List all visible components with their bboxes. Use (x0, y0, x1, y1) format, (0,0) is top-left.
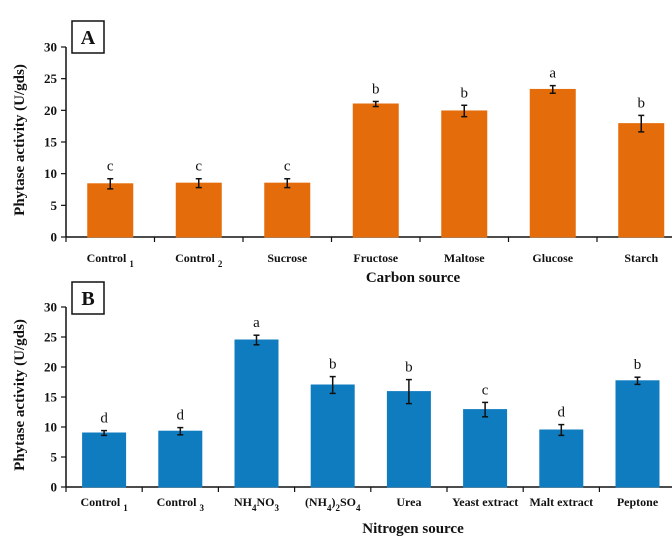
category-label: Fructose (353, 251, 398, 265)
chart-panel-a: A 0 5 10 15 20 25 30 c Control 1 c Control 2 c Sucros… (12, 21, 672, 286)
chart-panel-b: B 0 5 10 15 20 25 30 d Control 1 d Control 3 a NH4NO3… (12, 282, 672, 537)
category-label: Starch (624, 251, 658, 265)
significance-letter: c (284, 159, 291, 175)
x-axis-title: Carbon source (366, 270, 461, 286)
significance-letter: b (329, 357, 337, 373)
significance-letter: d (558, 405, 566, 421)
y-tick-label: 20 (44, 360, 57, 375)
y-axis-title: Phytase activity (U/gds) (12, 319, 28, 471)
bar (619, 124, 664, 237)
bar (159, 431, 202, 487)
bar (387, 392, 430, 487)
significance-letter: d (177, 408, 185, 424)
significance-letter: a (549, 66, 556, 82)
bar (442, 111, 487, 237)
bar (530, 89, 575, 237)
category-label: (NH4)2SO4 (305, 495, 361, 513)
y-tick-label: 15 (44, 390, 58, 405)
x-axis-title: Nitrogen source (362, 521, 464, 537)
significance-letter: c (107, 159, 114, 175)
y-tick-label: 30 (44, 300, 57, 315)
category-label: Maltose (444, 251, 485, 265)
panel-label: A (81, 27, 96, 49)
bar (311, 385, 354, 487)
significance-letter: a (253, 315, 260, 331)
significance-letter: c (482, 382, 489, 398)
significance-letter: b (634, 357, 642, 373)
y-tick-label: 5 (51, 198, 58, 213)
bar (265, 183, 310, 237)
category-label: Control 3 (157, 495, 205, 513)
bar (235, 340, 278, 487)
category-label: Control 1 (87, 251, 135, 269)
bar (616, 381, 659, 487)
y-tick-label: 10 (44, 420, 57, 435)
category-label: Sucrose (267, 251, 307, 265)
y-tick-label: 10 (44, 166, 57, 181)
bar (176, 183, 221, 237)
category-label: Peptone (617, 495, 659, 509)
category-label: NH4NO3 (234, 495, 280, 513)
category-label: Malt extract (529, 495, 593, 509)
y-tick-label: 15 (44, 135, 58, 150)
significance-letter: c (195, 159, 202, 175)
bar (83, 433, 126, 487)
panel-label: B (81, 288, 94, 310)
significance-letter: b (372, 81, 380, 97)
significance-letter: d (100, 411, 108, 427)
bar (88, 184, 133, 237)
y-tick-label: 0 (51, 230, 58, 245)
category-label: Control 2 (175, 251, 223, 269)
y-axis-title: Phytase activity (U/gds) (12, 64, 28, 216)
significance-letter: b (638, 95, 646, 111)
y-tick-label: 5 (51, 450, 58, 465)
bar (353, 104, 398, 237)
y-tick-label: 25 (44, 330, 58, 345)
category-label: Control 1 (80, 495, 128, 513)
category-label: Urea (396, 495, 421, 509)
category-label: Glucose (532, 251, 573, 265)
significance-letter: b (461, 85, 469, 101)
y-tick-label: 20 (44, 103, 57, 118)
bar (464, 410, 507, 487)
y-tick-label: 30 (44, 40, 57, 55)
bar (540, 430, 583, 487)
category-label: Yeast extract (452, 495, 518, 509)
y-tick-label: 0 (51, 480, 58, 495)
significance-letter: b (405, 360, 413, 376)
y-tick-label: 25 (44, 71, 58, 86)
